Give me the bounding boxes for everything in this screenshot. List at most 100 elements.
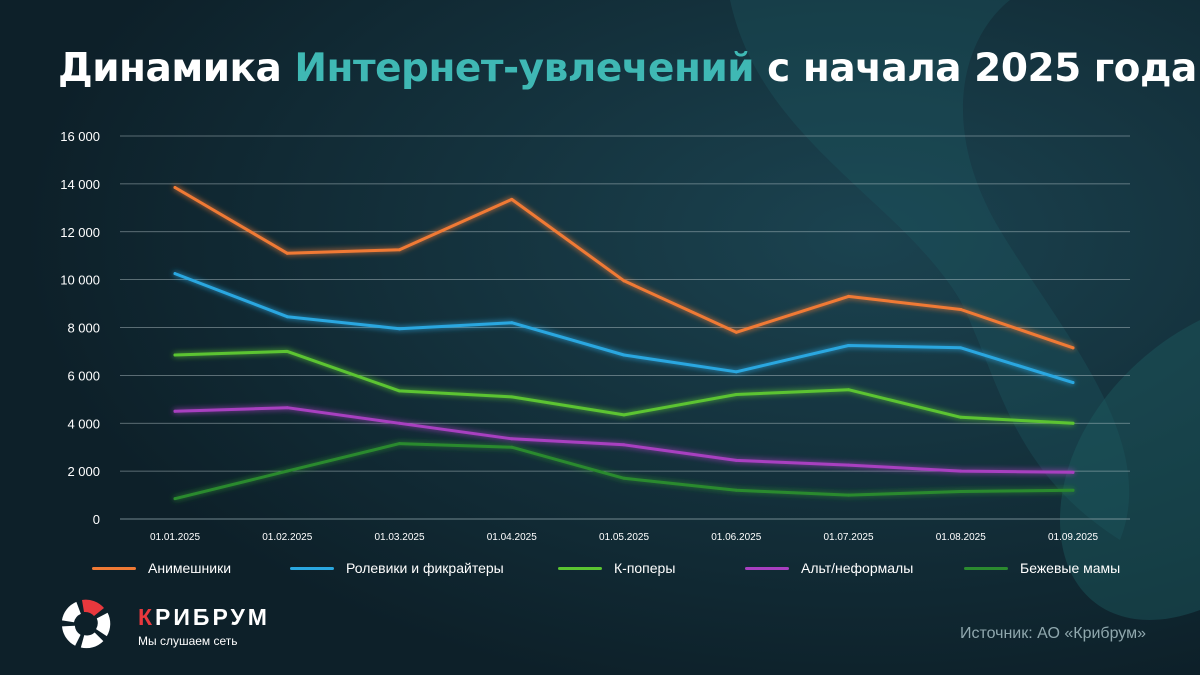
data-point[interactable]	[734, 458, 738, 462]
kribrum-logo-icon	[61, 599, 111, 649]
series-line-0[interactable]	[173, 186, 1075, 350]
data-point[interactable]	[398, 389, 401, 393]
series-line-2[interactable]	[173, 349, 1075, 425]
data-point[interactable]	[847, 493, 850, 497]
x-axis-ticks: 01.01.2025 01.02.2025 01.03.2025 01.04.2025…	[150, 532, 1098, 543]
data-point[interactable]	[847, 463, 850, 467]
kribrum-logo[interactable]: КРИБРУМ Мы слушаем сеть	[58, 596, 318, 652]
x-tick-label: 01.02.2025	[262, 532, 312, 543]
y-tick-label: 10 000	[60, 273, 100, 288]
data-point[interactable]	[959, 415, 963, 419]
legend-label-alt: Альт/неформалы	[801, 560, 914, 576]
data-point[interactable]	[173, 353, 177, 357]
brand-tagline: Мы слушаем сеть	[138, 634, 238, 648]
x-tick-label: 01.05.2025	[599, 532, 649, 543]
y-tick-label: 8 000	[67, 321, 100, 336]
data-point[interactable]	[734, 330, 738, 334]
series-layer	[173, 185, 1075, 501]
legend-label-animeshniki: Анимешники	[148, 560, 232, 576]
x-tick-label: 01.08.2025	[936, 532, 986, 543]
legend-label-bezhevye: Бежевые мамы	[1020, 560, 1121, 576]
data-point[interactable]	[510, 321, 514, 325]
data-point[interactable]	[1071, 381, 1075, 385]
legend-item-roleviki[interactable]: Ролевики и фикрайтеры	[290, 560, 504, 576]
data-point[interactable]	[398, 248, 401, 252]
x-tick-label: 01.07.2025	[823, 532, 873, 543]
data-point[interactable]	[959, 489, 963, 493]
title-accent: Интернет-увлечений	[294, 46, 755, 91]
legend: Анимешники Ролевики и фикрайтеры К-попер…	[0, 560, 1200, 580]
source-note: Источник: АО «Крибрум»	[959, 625, 1146, 642]
x-tick-label: 01.09.2025	[1048, 532, 1098, 543]
legend-swatch-alt	[745, 566, 789, 570]
series-line-1[interactable]	[173, 272, 1075, 385]
series-line-3[interactable]	[173, 406, 1075, 474]
x-tick-label: 01.03.2025	[374, 532, 424, 543]
legend-label-roleviki: Ролевики и фикрайтеры	[346, 560, 504, 576]
legend-item-alt[interactable]: Альт/неформалы	[745, 560, 913, 576]
y-tick-label: 16 000	[60, 129, 100, 144]
data-point[interactable]	[173, 185, 177, 189]
legend-item-k-popery[interactable]: К-поперы	[558, 560, 675, 576]
data-point[interactable]	[510, 445, 514, 449]
decor-shape-right	[1060, 320, 1200, 620]
data-point[interactable]	[1071, 470, 1075, 474]
data-point[interactable]	[285, 251, 289, 255]
data-point[interactable]	[1071, 488, 1075, 492]
legend-item-animeshniki[interactable]: Анимешники	[92, 560, 231, 576]
title-part-1: Динамика	[58, 46, 295, 91]
data-point[interactable]	[285, 349, 289, 353]
y-tick-label: 12 000	[60, 225, 100, 240]
data-point[interactable]	[1071, 421, 1075, 425]
decor-shape-top	[730, 0, 1130, 540]
brand-rest: РИБРУМ	[155, 604, 270, 630]
data-point[interactable]	[510, 395, 514, 399]
data-point[interactable]	[847, 343, 850, 347]
data-point[interactable]	[622, 279, 626, 283]
data-point[interactable]	[959, 346, 963, 350]
legend-swatch-k-popery	[558, 566, 602, 570]
legend-swatch-roleviki	[290, 566, 334, 570]
data-point[interactable]	[959, 308, 963, 312]
data-point[interactable]	[510, 437, 514, 441]
data-point[interactable]	[1071, 346, 1075, 350]
brand-name: КРИБРУМ	[138, 604, 270, 631]
x-tick-label: 01.06.2025	[711, 532, 761, 543]
brand-first-letter: К	[138, 604, 156, 630]
title-part-2: с начала 2025 года	[754, 46, 1197, 91]
y-tick-label: 6 000	[67, 368, 100, 383]
data-point[interactable]	[622, 476, 626, 480]
data-point[interactable]	[398, 442, 401, 446]
data-point[interactable]	[622, 443, 626, 447]
legend-label-k-popery: К-поперы	[614, 560, 676, 576]
legend-item-bezhevye[interactable]: Бежевые мамы	[964, 560, 1120, 576]
x-tick-label: 01.04.2025	[487, 532, 537, 543]
y-tick-label: 4 000	[67, 416, 100, 431]
data-point[interactable]	[173, 272, 177, 276]
data-point[interactable]	[734, 370, 738, 374]
data-point[interactable]	[847, 388, 850, 392]
data-point[interactable]	[847, 294, 850, 298]
data-point[interactable]	[285, 406, 289, 410]
data-point[interactable]	[398, 327, 401, 331]
data-point[interactable]	[398, 421, 401, 425]
data-point[interactable]	[510, 197, 514, 201]
legend-swatch-animeshniki	[92, 566, 136, 570]
data-point[interactable]	[285, 469, 289, 473]
legend-swatch-bezhevye	[964, 566, 1008, 570]
data-point[interactable]	[622, 353, 626, 357]
data-point[interactable]	[285, 315, 289, 319]
data-point[interactable]	[173, 497, 177, 501]
data-point[interactable]	[622, 413, 626, 417]
data-point[interactable]	[959, 469, 963, 473]
y-axis-ticks: 0 2 000 4 000 6 000 8 000 10 000 12 000 14 000 1…	[60, 129, 100, 527]
y-tick-label: 2 000	[67, 464, 100, 479]
grid-layer	[120, 135, 1130, 520]
data-point[interactable]	[734, 488, 738, 492]
y-tick-label: 0	[93, 512, 100, 527]
data-point[interactable]	[173, 409, 177, 413]
data-point[interactable]	[734, 393, 738, 397]
y-tick-label: 14 000	[60, 177, 100, 192]
